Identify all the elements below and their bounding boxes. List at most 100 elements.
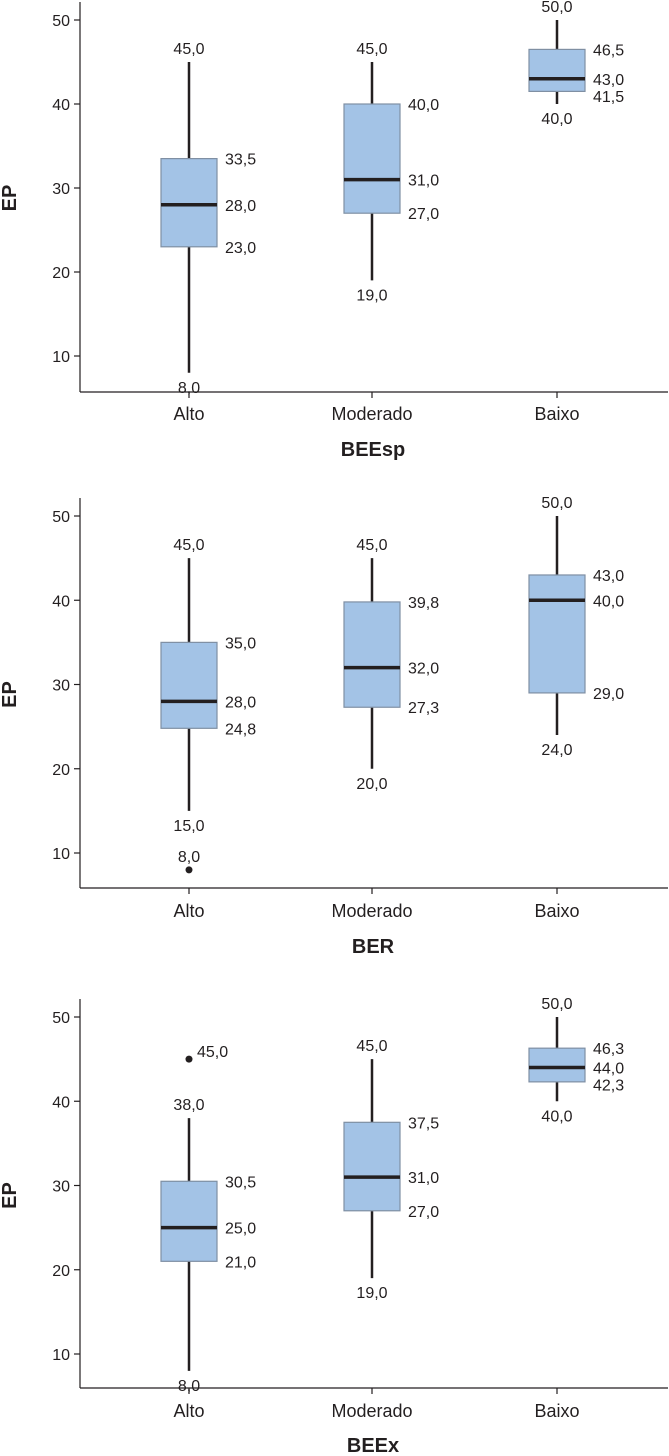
- chart-panel-ber: 10 20 30 40 50 EP Alto Moderado Baixo BER 35,0 28,0…: [0, 495, 668, 958]
- y-tick-label: 10: [52, 846, 70, 863]
- x-category-label: Baixo: [534, 404, 579, 424]
- median-label: 31,0: [408, 1170, 439, 1187]
- iqr-box: [160, 641, 218, 729]
- box-group-moderado: 40,0 31,0 27,0 45,0 19,0: [343, 41, 439, 304]
- y-axis-title: EP: [0, 1182, 21, 1209]
- y-axis-title: EP: [0, 185, 21, 212]
- box-group-alto: 35,0 28,0 24,8 45,0 15,0 8,0: [160, 537, 256, 874]
- iqr-box: [528, 48, 586, 93]
- q3-label: 30,5: [225, 1174, 256, 1191]
- y-tick-label: 20: [52, 1263, 70, 1280]
- median-label: 25,0: [225, 1221, 256, 1238]
- outlier-label: 45,0: [197, 1044, 228, 1061]
- median-label: 43,0: [593, 72, 624, 89]
- box-group-alto: 33,5 28,0 23,0 45,0 8,0: [160, 41, 256, 397]
- x-axis-title: BEEx: [347, 1435, 399, 1456]
- y-tick-label: 40: [52, 1094, 70, 1111]
- q3-label: 37,5: [408, 1115, 439, 1132]
- median-label: 31,0: [408, 173, 439, 190]
- y-tick-label: 40: [52, 97, 70, 114]
- median-label: 28,0: [225, 198, 256, 215]
- box-group-moderado: 37,5 31,0 27,0 45,0 19,0: [343, 1038, 439, 1302]
- chart-panel-beesp: 10 20 30 40 50 EP Alto Moderado Baixo BEEsp 33,5 28…: [0, 0, 668, 461]
- x-category-label: Moderado: [331, 1401, 412, 1421]
- q1-label: 23,0: [225, 240, 256, 257]
- y-tick-label: 50: [52, 13, 70, 30]
- chart-panel-beex: 10 20 30 40 50 EP Alto Moderado Baixo BEEx 30,5 25,…: [0, 996, 668, 1456]
- y-tick-label: 50: [52, 509, 70, 526]
- y-tick-label: 30: [52, 181, 70, 198]
- median-label: 44,0: [593, 1061, 624, 1078]
- iqr-box: [343, 601, 401, 708]
- min-label: 20,0: [356, 776, 387, 793]
- max-label: 45,0: [173, 41, 204, 58]
- q3-label: 40,0: [408, 97, 439, 114]
- y-tick-label: 50: [52, 1010, 70, 1027]
- box-group-baixo: 46,3 44,042,3 50,0 40,0: [528, 996, 624, 1125]
- q1-label: 21,0: [225, 1254, 256, 1271]
- x-axis-title: BEEsp: [341, 439, 405, 461]
- iqr-box: [528, 574, 586, 694]
- min-label: 8,0: [178, 1378, 200, 1395]
- q1-label: 27,0: [408, 206, 439, 223]
- min-label: 19,0: [356, 287, 387, 304]
- y-tick-label: 20: [52, 762, 70, 779]
- q1-label: 29,0: [593, 686, 624, 703]
- q1-label: 27,0: [408, 1204, 439, 1221]
- iqr-box: [160, 1180, 218, 1262]
- max-label: 38,0: [173, 1097, 204, 1114]
- min-label: 8,0: [178, 380, 200, 397]
- iqr-box: [528, 1047, 586, 1083]
- outlier-label: 8,0: [178, 849, 200, 866]
- q3-label: 46,3: [593, 1041, 624, 1058]
- box-group-moderado: 39,8 32,0 27,3 45,0 20,0: [343, 537, 439, 793]
- box-group-alto: 30,5 25,0 21,0 38,0 8,0 45,0: [160, 1044, 256, 1395]
- max-label: 50,0: [541, 996, 572, 1013]
- q1-label: 24,8: [225, 721, 256, 738]
- min-label: 40,0: [541, 1108, 572, 1125]
- min-label: 19,0: [356, 1285, 387, 1302]
- q3-label: 35,0: [225, 635, 256, 652]
- box-group-baixo: 43,0 40,0 29,0 50,0 24,0: [528, 495, 624, 759]
- x-category-label: Alto: [173, 901, 204, 921]
- y-axis-title: EP: [0, 681, 21, 708]
- y-tick-label: 30: [52, 1179, 70, 1196]
- median-label: 32,0: [408, 661, 439, 678]
- outlier-point: [185, 866, 193, 874]
- iqr-box: [343, 1121, 401, 1212]
- q3-label: 39,8: [408, 595, 439, 612]
- min-label: 40,0: [541, 111, 572, 128]
- y-tick-label: 20: [52, 265, 70, 282]
- q3-label: 43,0: [593, 568, 624, 585]
- min-label: 15,0: [173, 818, 204, 835]
- x-category-label: Baixo: [534, 1401, 579, 1421]
- max-label: 50,0: [541, 495, 572, 512]
- q3-label: 46,5: [593, 42, 624, 59]
- iqr-box: [343, 103, 401, 214]
- max-label: 45,0: [356, 537, 387, 554]
- x-category-label: Moderado: [331, 404, 412, 424]
- x-category-label: Baixo: [534, 901, 579, 921]
- max-label: 50,0: [541, 0, 572, 16]
- x-axis-title: BER: [352, 936, 395, 958]
- box-group-baixo: 46,5 43,041,5 50,0 40,0: [528, 0, 624, 128]
- y-tick-label: 30: [52, 678, 70, 695]
- x-category-label: Alto: [173, 1401, 204, 1421]
- max-label: 45,0: [173, 537, 204, 554]
- iqr-box: [160, 158, 218, 248]
- q1-label: 41,5: [593, 89, 624, 106]
- x-category-label: Moderado: [331, 901, 412, 921]
- q3-label: 33,5: [225, 152, 256, 169]
- max-label: 45,0: [356, 41, 387, 58]
- median-label: 28,0: [225, 694, 256, 711]
- q1-label: 42,3: [593, 1078, 624, 1095]
- y-tick-label: 10: [52, 1347, 70, 1364]
- min-label: 24,0: [541, 742, 572, 759]
- median-label: 40,0: [593, 593, 624, 610]
- y-tick-label: 10: [52, 349, 70, 366]
- max-label: 45,0: [356, 1038, 387, 1055]
- outlier-point: [185, 1055, 193, 1063]
- y-tick-label: 40: [52, 593, 70, 610]
- q1-label: 27,3: [408, 700, 439, 717]
